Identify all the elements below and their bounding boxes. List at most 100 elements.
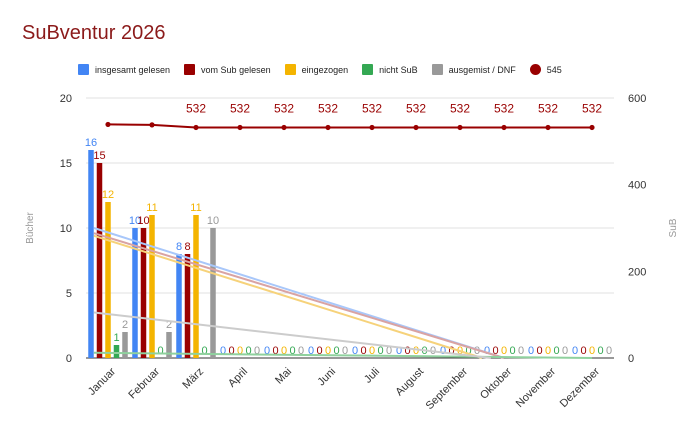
trendline xyxy=(93,311,491,359)
data-label: 0 xyxy=(369,345,375,357)
line-point xyxy=(149,122,155,128)
data-label: 10 xyxy=(137,215,149,227)
line-point xyxy=(369,124,375,131)
data-label: 0 xyxy=(157,345,163,357)
data-label: 0 xyxy=(396,345,402,357)
chart-legend: insgesamt gelesen vom Sub gelesen eingezog… xyxy=(78,64,576,75)
bar xyxy=(184,254,191,358)
line-data-label: 532 xyxy=(494,101,514,115)
data-label: 0 xyxy=(352,345,358,357)
data-label: 0 xyxy=(545,345,551,357)
x-tick-label: Mai xyxy=(273,366,294,387)
data-label: 0 xyxy=(484,345,490,357)
trendline xyxy=(93,232,505,359)
y-tick-label: 10 xyxy=(60,223,72,235)
legend-item: 545 xyxy=(529,64,562,75)
data-label: 0 xyxy=(404,345,410,357)
data-label: 0 xyxy=(501,345,507,357)
data-label: 0 xyxy=(228,345,234,357)
line-point xyxy=(413,124,419,131)
bar xyxy=(166,332,172,358)
line-point xyxy=(237,124,243,131)
y2-tick-label: 400 xyxy=(628,180,646,192)
data-label: 0 xyxy=(316,345,322,357)
bar xyxy=(122,332,128,358)
bar xyxy=(176,254,182,358)
data-label: 0 xyxy=(518,345,524,357)
line-point xyxy=(457,124,463,131)
data-label: 0 xyxy=(254,345,260,357)
line-data-label: 532 xyxy=(362,101,382,115)
data-label: 0 xyxy=(342,345,348,357)
line-data-label: 532 xyxy=(406,101,426,115)
data-label: 2 xyxy=(166,319,172,331)
legend-swatch xyxy=(184,64,196,75)
legend-swatch xyxy=(431,64,443,75)
data-label: 0 xyxy=(536,345,542,357)
legend-item: insgesamt gelesen xyxy=(78,64,170,75)
legend-label: ausgemist / DNF xyxy=(448,64,516,75)
bar xyxy=(113,345,120,358)
line-data-label: 532 xyxy=(186,101,206,115)
data-label: 16 xyxy=(85,137,97,149)
y-tick-label: 20 xyxy=(60,93,72,105)
legend-swatch xyxy=(284,64,296,75)
data-label: 0 xyxy=(448,345,454,357)
legend-swatch xyxy=(529,64,541,75)
y2-axis-title: SuB xyxy=(668,218,679,237)
legend-label: insgesamt gelesen xyxy=(95,64,171,75)
bar xyxy=(132,228,138,358)
data-label: 0 xyxy=(465,345,471,357)
trendline xyxy=(93,351,593,359)
data-label: 15 xyxy=(93,150,105,162)
line-data-label: 532 xyxy=(274,101,294,115)
legend-item: nicht SuB xyxy=(362,64,418,75)
line-data-label: 532 xyxy=(582,101,602,115)
data-label: 2 xyxy=(122,319,128,331)
line-point xyxy=(545,124,551,131)
x-tick-label: Januar xyxy=(86,365,119,398)
line-point xyxy=(325,124,331,131)
data-label: 0 xyxy=(298,345,304,357)
bar xyxy=(193,215,199,358)
data-label: 0 xyxy=(509,345,515,357)
data-label: 0 xyxy=(220,345,226,357)
data-label: 0 xyxy=(325,345,331,357)
bar xyxy=(210,228,216,358)
data-label: 0 xyxy=(562,345,568,357)
x-tick-label: März xyxy=(180,366,206,392)
chart-title: SuBventur 2026 xyxy=(22,22,166,44)
x-tick-label: August xyxy=(393,366,426,399)
data-label: 0 xyxy=(308,345,314,357)
x-tick-label: September xyxy=(424,365,471,412)
data-label: 1 xyxy=(113,332,119,344)
y-tick-label: 0 xyxy=(66,353,72,365)
data-label: 0 xyxy=(606,345,612,357)
line-point xyxy=(105,121,111,128)
data-label: 0 xyxy=(333,345,339,357)
bar xyxy=(149,215,155,358)
x-tick-label: April xyxy=(226,366,250,390)
y-axis-title: Bücher xyxy=(25,211,36,243)
data-label: 0 xyxy=(360,345,366,357)
line-series xyxy=(107,123,592,129)
data-label: 0 xyxy=(597,345,603,357)
line-data-label: 532 xyxy=(450,101,470,115)
y2-tick-label: 600 xyxy=(628,93,646,105)
legend-label: vom Sub gelesen xyxy=(201,64,271,75)
data-label: 10 xyxy=(129,215,141,227)
data-label: 0 xyxy=(413,345,419,357)
legend-swatch xyxy=(362,64,374,75)
bar xyxy=(96,163,103,358)
data-label: 0 xyxy=(492,345,498,357)
x-tick-label: Dezember xyxy=(558,365,603,410)
data-label: 12 xyxy=(102,189,114,201)
data-label: 0 xyxy=(245,345,251,357)
y2-tick-label: 0 xyxy=(628,353,634,365)
legend-item: eingezogen xyxy=(284,64,348,75)
x-tick-label: Juli xyxy=(362,366,382,386)
line-point xyxy=(281,124,287,131)
trendline xyxy=(93,234,483,359)
data-label: 0 xyxy=(201,345,207,357)
